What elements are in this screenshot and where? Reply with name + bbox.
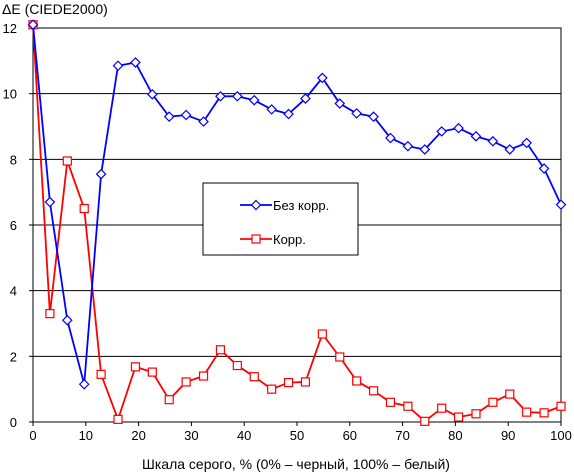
data-point	[402, 140, 414, 152]
data-point	[79, 203, 89, 214]
y-tick-label: 2	[10, 349, 17, 364]
data-point	[95, 168, 107, 180]
y-tick-labels: 0 2 4 6 8 10 12	[3, 21, 33, 430]
data-point	[437, 403, 447, 413]
y-tick-label: 4	[10, 284, 17, 299]
data-point	[521, 137, 533, 149]
y-tick-label: 6	[10, 218, 17, 233]
data-point	[146, 88, 158, 100]
x-tick-label: 100	[550, 428, 572, 443]
x-tick-label: 60	[343, 428, 357, 443]
data-point	[522, 407, 532, 417]
legend-label: Корр.	[273, 232, 306, 247]
data-point	[215, 345, 226, 355]
data-point	[130, 57, 141, 68]
data-point	[488, 397, 498, 407]
data-point	[471, 409, 481, 419]
data-point	[113, 414, 123, 424]
data-point	[317, 329, 327, 339]
data-point	[419, 144, 431, 155]
data-point	[62, 156, 72, 166]
legend-marker	[250, 199, 262, 211]
data-point	[368, 111, 379, 122]
data-point	[198, 116, 209, 127]
data-point	[130, 362, 141, 372]
data-point	[267, 384, 277, 394]
data-point	[505, 389, 515, 399]
data-point	[164, 395, 174, 405]
series-square	[28, 20, 566, 426]
data-point	[78, 378, 90, 390]
data-point	[334, 98, 346, 109]
y-axis-title: ΔE (CIEDE2000)	[2, 1, 108, 17]
data-point	[180, 109, 192, 121]
data-point	[44, 196, 56, 208]
data-point	[181, 377, 191, 387]
x-tick-label: 70	[395, 428, 409, 443]
legend-box	[202, 182, 359, 256]
data-point	[248, 94, 260, 106]
data-point	[504, 144, 516, 155]
data-point	[96, 369, 106, 379]
data-point	[27, 19, 39, 31]
data-point	[556, 401, 566, 411]
x-tick-label: 0	[29, 428, 36, 443]
x-tick-labels: 0 10 20 30 40 50 60 70 80 90 100	[29, 422, 572, 443]
data-point	[300, 377, 311, 387]
data-point	[163, 111, 175, 122]
y-tick-label: 8	[10, 152, 17, 167]
data-point	[45, 309, 55, 319]
data-point	[385, 397, 396, 407]
data-point	[300, 93, 311, 104]
y-tick-label: 10	[3, 87, 17, 102]
legend: Без корр. Корр.	[202, 182, 359, 256]
x-tick-label: 80	[448, 428, 462, 443]
x-tick-label: 40	[237, 428, 251, 443]
y-tick-label: 0	[10, 415, 17, 430]
x-axis-title: Шкала серого, % (0% – черный, 100% – бел…	[142, 456, 450, 472]
series-diamond	[27, 19, 567, 390]
data-point	[538, 163, 550, 174]
data-point	[470, 131, 482, 142]
data-point	[316, 72, 328, 84]
data-point	[283, 108, 294, 120]
x-tick-label: 20	[131, 428, 145, 443]
data-point	[61, 314, 73, 326]
legend-marker	[251, 234, 261, 244]
data-point	[249, 372, 259, 382]
data-point	[352, 376, 362, 386]
data-point	[453, 122, 464, 134]
data-point	[487, 135, 499, 147]
y-tick-label: 12	[3, 21, 17, 36]
data-point	[403, 401, 413, 411]
data-point	[112, 60, 124, 72]
data-point	[436, 126, 448, 137]
data-point	[539, 408, 549, 418]
data-point	[283, 378, 294, 388]
data-point	[351, 108, 363, 119]
data-point	[368, 386, 379, 396]
x-tick-label: 30	[184, 428, 198, 443]
data-point	[198, 371, 209, 381]
data-point	[266, 104, 278, 115]
data-point	[385, 132, 396, 144]
x-tick-label: 50	[290, 428, 304, 443]
legend-label: Без корр.	[273, 198, 329, 213]
x-tick-label: 10	[79, 428, 93, 443]
x-tick-label: 90	[501, 428, 515, 443]
data-point	[420, 416, 430, 426]
data-point	[555, 199, 567, 210]
data-point	[147, 367, 157, 377]
data-point	[231, 90, 243, 102]
data-point	[453, 412, 464, 422]
data-point	[232, 360, 242, 371]
data-point	[215, 90, 226, 102]
data-point	[335, 352, 345, 362]
series-layer	[27, 19, 567, 426]
